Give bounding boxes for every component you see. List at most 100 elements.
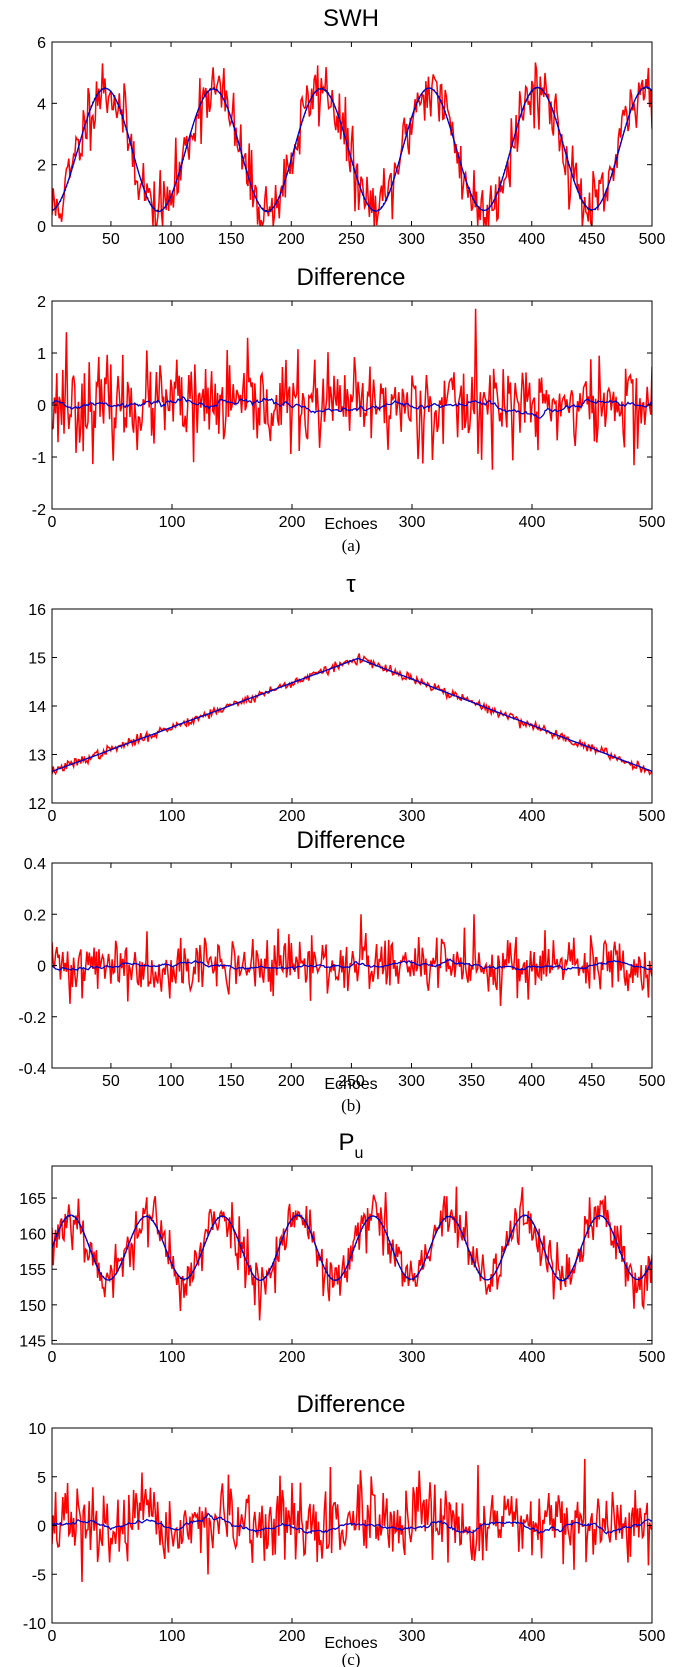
- x-tick-label: 150: [218, 1073, 245, 1090]
- x-tick-label: 500: [639, 1628, 666, 1645]
- y-tick-label: -0.2: [18, 1010, 46, 1027]
- panel-swh-difference: Difference Echoes (a) 0 100 200 300 400 500 -2…: [32, 264, 666, 555]
- y-tick-label: 1: [37, 346, 46, 363]
- noisy-estimate-line: [52, 62, 652, 226]
- panel-tau: τ 0 100 200 300 400 500 12 13 14 15 16: [28, 571, 665, 825]
- panel-title: Difference: [297, 1391, 406, 1418]
- x-tick-label: 300: [399, 514, 426, 531]
- noisy-estimate-line: [52, 1458, 652, 1583]
- noisy-estimate-line: [52, 653, 652, 776]
- x-tick-label: 300: [398, 231, 425, 248]
- smoothed-estimate-line: [52, 1214, 652, 1282]
- axes-box: [51, 1165, 653, 1345]
- axes-box: [51, 41, 653, 227]
- panel-swh: SWH 50 100 150 200 250 300 350 400 450 500 0 2 4 6: [37, 5, 665, 248]
- panel-pu-difference: Difference Echoes (c) 0 100 200 300 400 500-1…: [23, 1391, 666, 1667]
- noisy-estimate-line: [52, 914, 652, 1006]
- panel-title: SWH: [323, 5, 379, 32]
- y-tick-label: 2: [37, 294, 46, 311]
- x-tick-label: 250: [338, 1073, 365, 1090]
- y-tick-label: 15: [28, 651, 46, 668]
- y-tick-label: 0: [37, 398, 46, 415]
- x-tick-label: 0: [48, 808, 57, 825]
- x-tick-label: 350: [458, 1073, 485, 1090]
- y-tick-label: 150: [19, 1298, 46, 1315]
- x-axis-label: Echoes: [324, 516, 377, 533]
- x-tick-label: 100: [158, 231, 185, 248]
- panel-title: Pu: [339, 1129, 364, 1162]
- x-tick-label: 500: [639, 1073, 666, 1090]
- smoothed-estimate-line: [52, 958, 652, 972]
- smoothed-estimate-line: [52, 1512, 652, 1535]
- y-tick-label: 145: [19, 1333, 46, 1350]
- smoothed-estimate-line: [52, 657, 652, 773]
- x-tick-label: 300: [399, 1628, 426, 1645]
- panel-tau-difference: Difference Echoes (b) 50 100 150 200 250 300 3…: [18, 827, 665, 1115]
- x-tick-label: 200: [279, 514, 306, 531]
- y-tick-label: 0: [37, 219, 46, 236]
- x-tick-label: 0: [48, 1628, 57, 1645]
- x-tick-label: 100: [158, 1073, 185, 1090]
- y-tick-label: -2: [32, 502, 46, 519]
- x-tick-label: 400: [519, 1628, 546, 1645]
- y-tick-label: -1: [32, 450, 46, 467]
- x-tick-label: 0: [48, 514, 57, 531]
- y-tick-label: -5: [32, 1567, 46, 1584]
- plot-area: [52, 914, 652, 1006]
- y-tick-label: 14: [28, 699, 46, 716]
- title-subscript: u: [355, 1145, 364, 1162]
- y-tick-label: 160: [19, 1227, 46, 1244]
- title-main: P: [339, 1129, 355, 1156]
- x-tick-label: 300: [398, 1073, 425, 1090]
- y-tick-label: 4: [37, 96, 46, 113]
- panel-title: τ: [346, 571, 356, 598]
- x-tick-label: 50: [102, 231, 120, 248]
- x-tick-label: 200: [278, 1073, 305, 1090]
- y-tick-label: 13: [28, 748, 46, 765]
- x-tick-label: 500: [639, 1349, 666, 1366]
- y-tick-label: 2: [37, 158, 46, 175]
- plot-area: [52, 62, 652, 226]
- x-tick-label: 200: [278, 231, 305, 248]
- subfigure-caption: (b): [341, 1096, 361, 1115]
- y-tick-label: 6: [37, 35, 46, 52]
- y-tick-label: -10: [23, 1616, 46, 1633]
- y-tick-label: 10: [28, 1421, 46, 1438]
- x-tick-label: 250: [338, 231, 365, 248]
- panel-pu: Pu 0 100 200 300 400 500 145 150 155 160 165: [19, 1129, 665, 1366]
- subfigure-caption: (a): [342, 536, 361, 555]
- x-tick-label: 200: [279, 808, 306, 825]
- plot-area: [52, 1458, 652, 1583]
- x-tick-label: 400: [518, 231, 545, 248]
- smoothed-estimate-line: [52, 395, 652, 419]
- x-tick-label: 300: [399, 1349, 426, 1366]
- x-tick-label: 300: [399, 808, 426, 825]
- x-tick-label: 500: [639, 808, 666, 825]
- y-tick-label: 0: [37, 959, 46, 976]
- y-tick-label: 0.2: [24, 907, 46, 924]
- x-tick-label: 350: [458, 231, 485, 248]
- x-tick-label: 400: [519, 808, 546, 825]
- smoothed-estimate-line: [52, 86, 652, 213]
- x-tick-label: 100: [159, 808, 186, 825]
- x-tick-label: 150: [218, 231, 245, 248]
- x-axis-label: Echoes: [324, 1076, 377, 1093]
- y-tick-label: 0: [37, 1519, 46, 1536]
- plot-area: [52, 308, 652, 470]
- plot-area: [52, 1186, 652, 1321]
- panel-title: Difference: [297, 264, 406, 291]
- axes-box: [51, 608, 653, 804]
- y-tick-label: 16: [28, 602, 46, 619]
- x-tick-label: 100: [159, 1628, 186, 1645]
- x-tick-label: 450: [579, 1073, 606, 1090]
- noisy-estimate-line: [52, 308, 652, 470]
- x-tick-label: 50: [102, 1073, 120, 1090]
- x-tick-label: 400: [519, 514, 546, 531]
- y-tick-label: 12: [28, 796, 46, 813]
- noisy-estimate-line: [52, 1186, 652, 1321]
- x-tick-label: 400: [518, 1073, 545, 1090]
- x-tick-label: 0: [48, 1349, 57, 1366]
- x-tick-label: 450: [579, 231, 606, 248]
- x-tick-label: 100: [159, 1349, 186, 1366]
